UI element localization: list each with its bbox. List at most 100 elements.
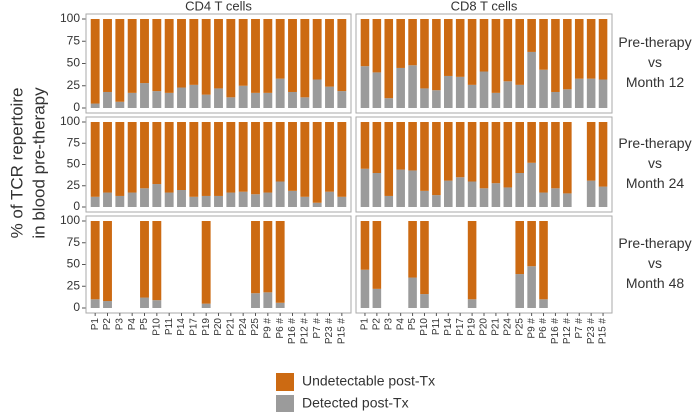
x-tick-label: P11 [164,318,175,335]
bar-segment [360,269,370,308]
bar-segment [103,122,112,193]
x-tick-label: P24 [502,318,513,336]
bar-segment [115,19,125,102]
bar-segment [586,122,596,181]
bar-segment [455,177,465,207]
bar-segment [539,221,548,300]
bar-segment [288,122,297,191]
x-tick-label: P14 [443,318,454,336]
bar-segment [491,92,501,108]
bar-segment [325,86,334,108]
bar-segment [384,122,394,196]
bar-segment [251,92,260,108]
bar-segment [189,196,199,207]
x-tick-label: P7 # [574,318,585,339]
bar-segment [275,221,285,303]
x-tick-label: P23 # [586,318,597,345]
bar-segment [103,192,112,207]
bar-segment [152,221,162,301]
bar-segment [515,84,524,108]
bar-segment [263,292,273,308]
bar-segment [396,169,405,207]
bar-segment [177,19,186,88]
bar-segment [90,19,100,104]
bar-segment [360,168,370,207]
bar-segment [201,221,211,304]
bar-segment [288,190,297,207]
x-tick-label: P14 [176,318,187,336]
x-tick-label: P20 [479,318,490,336]
y-tick-label: 25 [67,78,81,92]
bar-segment [539,299,548,308]
bar-segment [115,195,125,207]
bar-segment [90,196,100,207]
bar-segment [275,302,285,308]
bar-segment [420,190,429,207]
row-strip-label: vs [648,255,662,271]
y-tick-label: 25 [67,178,81,192]
x-tick-label: P23 # [324,318,335,345]
bar-segment [479,122,489,189]
y-tick-label: 75 [67,33,81,47]
bar-segment [455,76,465,108]
bar-segment [189,84,199,108]
bar-segment [539,69,548,108]
panel-frame [85,215,352,314]
legend-label: Detected post-Tx [302,395,409,411]
bar-segment [384,98,394,108]
y-tick-label: 50 [67,257,81,271]
y-tick-label: 0 [73,199,80,213]
bar-segment [467,299,477,308]
bar-segment [127,92,137,108]
bar-segment [325,19,334,87]
bar-segment [527,266,536,308]
x-tick-label: P21 [491,318,502,336]
bar-segment [467,181,477,207]
bar-segment [503,187,513,207]
bar-segment [337,122,347,197]
bar-segment [337,19,347,92]
bar-segment [384,19,394,99]
bar-segment [177,190,186,207]
panel-frame [355,13,613,114]
bar-segment [420,88,429,108]
bar-segment [300,97,310,108]
bar-segment [479,71,489,108]
bar-segment [300,122,310,197]
y-tick-label: 100 [60,11,80,25]
row-strip-label: Pre-therapy [618,34,691,50]
bar-segment [152,19,162,92]
bar-segment [140,83,149,108]
bar-segment [360,221,370,270]
bar-segment [551,91,560,108]
x-tick-label: P9 # [526,318,537,339]
bar-segment [527,221,536,267]
bar-segment [127,19,137,93]
row-strip-label: Month 12 [626,74,685,90]
bar-segment [152,122,162,185]
bar-segment [527,51,536,108]
x-tick-label: P21 [225,318,236,336]
bar-segment [201,94,211,108]
row-strip-label: vs [648,54,662,70]
bar-segment [503,81,513,108]
bar-segment [527,162,536,207]
bar-segment [275,19,285,79]
bar-segment [432,19,441,91]
y-tick-label: 100 [60,213,80,227]
bar-segment [115,122,125,196]
bar-segment [467,19,477,85]
y-tick-label: 75 [67,135,81,149]
row-strip-label: Pre-therapy [618,235,691,251]
bar-segment [479,188,489,207]
bar-segment [164,19,174,93]
bar-segment [177,122,186,190]
bar-segment [325,191,334,207]
bar-segment [420,19,429,89]
y-tick-label: 25 [67,278,81,292]
bar-segment [300,19,310,98]
x-tick-label: P11 [431,318,442,335]
x-tick-label: P3 [383,318,394,331]
bar-segment [420,221,429,295]
